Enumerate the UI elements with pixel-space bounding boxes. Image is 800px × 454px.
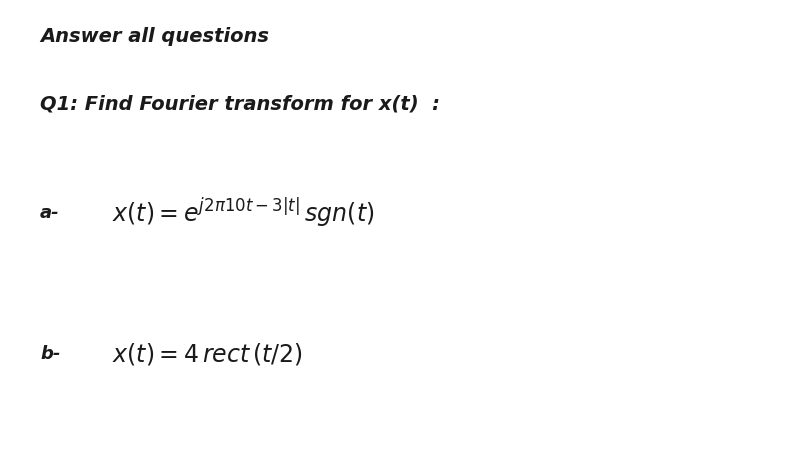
Text: Q1: Find Fourier transform for x(t)  :: Q1: Find Fourier transform for x(t) : (40, 95, 440, 114)
Text: $\mathit{x(t) = 4\,rect\,(t/2)}$: $\mathit{x(t) = 4\,rect\,(t/2)}$ (112, 341, 302, 367)
Text: Answer all questions: Answer all questions (40, 27, 269, 46)
Text: $\mathit{x(t) = e^{j2\pi 10t-3|t|}\,sgn(t)}$: $\mathit{x(t) = e^{j2\pi 10t-3|t|}\,sgn(… (112, 197, 374, 230)
Text: a-: a- (40, 204, 60, 222)
Text: b-: b- (40, 345, 60, 363)
